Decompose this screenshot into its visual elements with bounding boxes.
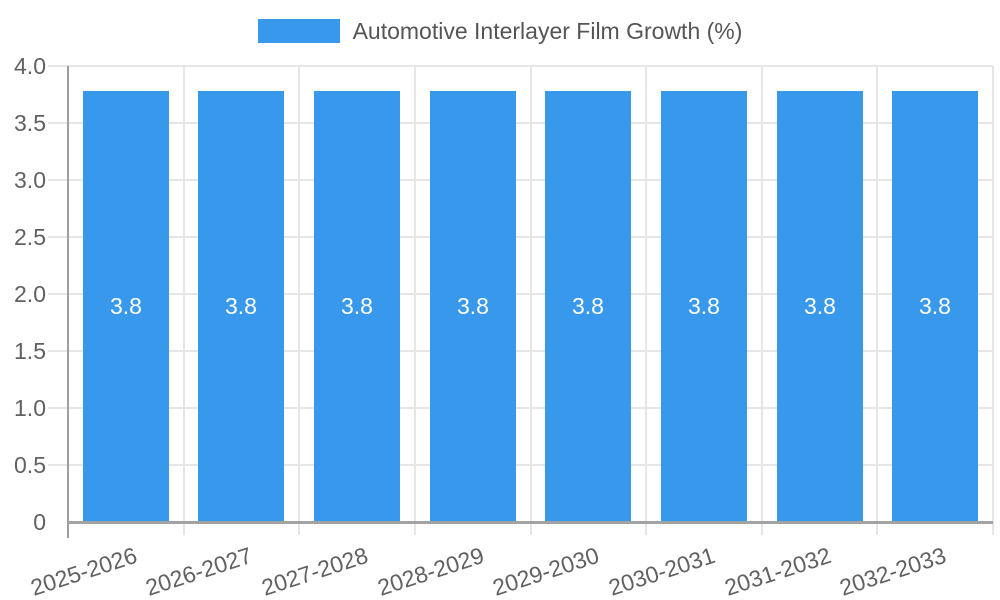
x-gridline	[645, 66, 647, 535]
y-gridline	[48, 122, 993, 124]
plot-area: 3.8 3.8 3.8 3.8 3.8 3.8 3.8 3.8	[48, 65, 994, 538]
x-tick-label: 2027-2028	[258, 542, 372, 600]
bar-value-label: 3.8	[688, 293, 720, 319]
y-tick-label: 0.5	[14, 452, 46, 478]
y-tick-label: 4.0	[14, 53, 46, 79]
y-tick-label: 3.0	[14, 167, 46, 193]
y-tick-label: 2.0	[14, 281, 46, 307]
y-tick-label: 1.5	[14, 338, 46, 364]
x-tick-label: 2030-2031	[605, 542, 718, 600]
x-tick-label: 2026-2027	[142, 542, 256, 600]
y-gridline	[48, 407, 993, 409]
x-gridline	[530, 66, 532, 535]
x-tick-label: 2028-2029	[374, 542, 487, 600]
bar-value-label: 3.8	[919, 293, 951, 319]
bar	[83, 91, 169, 521]
bar-value-label: 3.8	[341, 293, 373, 319]
x-tick-label: 2031-2032	[720, 542, 834, 600]
x-tick-label: 2025-2026	[27, 542, 140, 600]
y-tick-label: 0	[33, 509, 46, 535]
y-tick-label: 3.5	[14, 110, 46, 136]
bar	[198, 91, 284, 521]
y-tick-label: 1.0	[14, 395, 46, 421]
bar	[314, 91, 400, 521]
x-gridline	[876, 66, 878, 535]
x-gridline	[414, 66, 416, 535]
legend-label: Automotive Interlayer Film Growth (%)	[352, 18, 743, 44]
bar-value-label: 3.8	[572, 293, 604, 319]
x-tick-label: 2029-2030	[489, 542, 603, 600]
x-gridline	[183, 66, 185, 535]
x-gridline	[761, 66, 763, 535]
y-gridline	[48, 350, 993, 352]
x-tick-label: 2032-2033	[836, 542, 950, 600]
bar	[661, 91, 747, 521]
y-gridline	[48, 179, 993, 181]
y-tick-label: 2.5	[14, 224, 46, 250]
legend: Automotive Interlayer Film Growth (%)	[0, 18, 1000, 44]
y-gridline	[48, 464, 993, 466]
bar	[777, 91, 863, 521]
legend-swatch	[257, 19, 340, 43]
y-gridline	[48, 293, 993, 295]
bar	[430, 91, 516, 521]
bar-value-label: 3.8	[110, 293, 142, 319]
bar-value-label: 3.8	[804, 293, 836, 319]
y-axis-line	[67, 66, 69, 538]
bar	[545, 91, 631, 521]
y-gridline	[48, 65, 993, 67]
bar-value-label: 3.8	[457, 293, 489, 319]
x-gridline	[992, 66, 994, 535]
bar	[892, 91, 978, 521]
bar-value-label: 3.8	[225, 293, 257, 319]
x-axis-line	[68, 521, 993, 524]
x-gridline	[298, 66, 300, 535]
y-gridline	[48, 236, 993, 238]
